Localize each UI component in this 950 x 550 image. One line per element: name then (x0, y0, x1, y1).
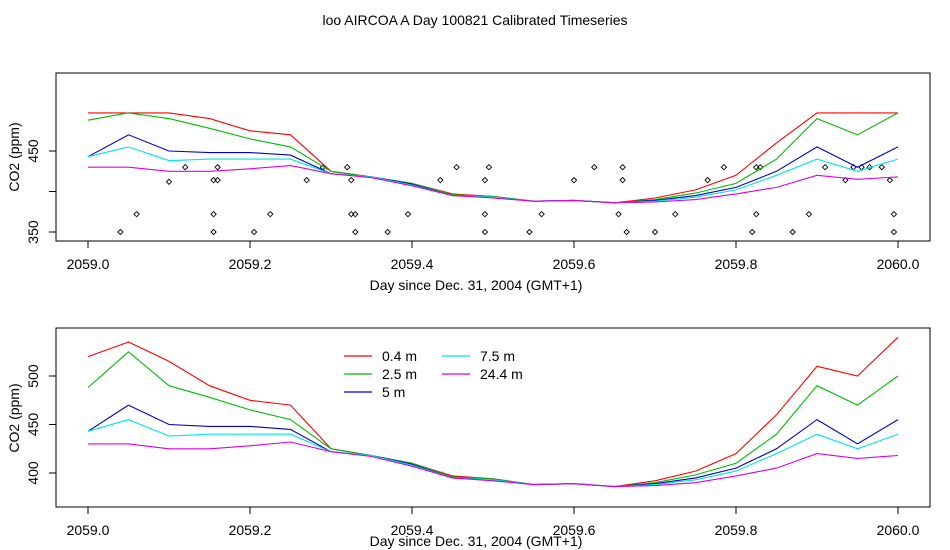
top-point-marker (453, 163, 460, 171)
top-point-marker (348, 176, 355, 184)
top-point-marker (303, 176, 310, 184)
bottom-x-tick-label: 2059.0 (67, 522, 110, 538)
top-x-axis-label: Day since Dec. 31, 2004 (GMT+1) (370, 277, 583, 293)
top-point-marker (352, 210, 359, 218)
top-point-marker (757, 163, 764, 171)
top-point-marker (352, 228, 359, 236)
bottom-series-line-7-5-m (87, 419, 899, 488)
top-y-tick-label: 450 (25, 139, 41, 163)
top-point-marker (404, 210, 412, 218)
legend-label: 2.5 m (382, 366, 417, 382)
top-point-marker (619, 176, 626, 184)
bottom-y-tick-label: 400 (25, 461, 41, 485)
top-series-line-0-4-m (88, 112, 898, 204)
top-point-marker (133, 210, 140, 218)
legend: 0.4 m 2.5 m 5 m 7.5 m 24.4 m (344, 348, 523, 400)
bottom-x-axis-label: Day since Dec. 31, 2004 (GMT+1) (370, 533, 583, 549)
top-point-marker (866, 163, 873, 171)
top-point-marker (651, 228, 659, 236)
top-point-marker (623, 228, 630, 236)
top-point-marker (789, 228, 796, 236)
top-point-marker (210, 228, 217, 236)
top-point-marker (805, 210, 813, 218)
bottom-plot-frame (55, 327, 931, 508)
top-point-marker (890, 228, 898, 236)
top-point-marker (748, 228, 756, 236)
top-point-marker (485, 163, 493, 171)
top-point-marker (842, 176, 849, 184)
top-series-line-5-m (87, 134, 899, 204)
top-plot-frame (55, 72, 931, 242)
bottom-y-tick-label: 500 (25, 364, 41, 388)
bottom-panel: 2059.0 2059.2 2059.4 2059.6 2059.8 2060.0 400 4… (6, 327, 931, 549)
top-point-marker (704, 176, 711, 184)
legend-label: 7.5 m (480, 348, 515, 364)
legend-label: 24.4 m (480, 366, 523, 382)
top-point-marker (890, 210, 898, 218)
top-point-marker (267, 210, 274, 218)
bottom-series-line-24-4-m (88, 441, 899, 488)
top-point-marker (214, 176, 221, 184)
top-point-marker (250, 228, 258, 236)
top-point-marker (384, 228, 391, 236)
top-point-marker (526, 228, 533, 236)
top-x-tick-label: 2059.0 (67, 256, 110, 272)
bottom-x-tick-label: 2059.4 (391, 522, 434, 538)
top-point-marker (615, 210, 622, 218)
top-point-marker (672, 210, 679, 218)
bottom-series-lines (87, 336, 899, 488)
top-point-marker (481, 210, 489, 218)
top-point-marker (181, 163, 189, 171)
top-x-tick-label: 2059.8 (715, 256, 758, 272)
top-series-line-7-5-m (87, 146, 899, 204)
top-point-marker (538, 210, 545, 218)
top-y-tick-label: 350 (25, 220, 41, 244)
top-point-marker (619, 163, 626, 171)
bottom-x-tick-label: 2059.6 (553, 522, 596, 538)
top-y-axis-label: CO2 (ppm) (6, 122, 22, 191)
bottom-x-tick-label: 2059.2 (229, 522, 272, 538)
bottom-series-line-2-5-m (87, 351, 899, 488)
top-point-marker (214, 163, 221, 171)
bottom-axis-ticks: 2059.0 2059.2 2059.4 2059.6 2059.8 2060.0 400 4… (25, 364, 920, 538)
top-point-marker (878, 163, 886, 171)
top-series-line-2-5-m (87, 112, 899, 204)
top-series-line-24-4-m (88, 165, 899, 204)
top-panel: 2059.0 2059.2 2059.4 2059.6 2059.8 2060.0 350 4… (6, 72, 931, 293)
top-point-marker (165, 178, 173, 186)
top-point-marker (753, 210, 760, 218)
top-point-marker (886, 176, 894, 184)
top-point-marker (591, 163, 598, 171)
top-point-marker (570, 176, 578, 184)
bottom-x-tick-label: 2060.0 (877, 522, 920, 538)
top-point-marker (117, 228, 124, 236)
top-point-markers (117, 163, 898, 236)
top-point-marker (720, 163, 728, 171)
top-point-marker (210, 210, 217, 218)
bottom-y-tick-label: 450 (25, 413, 41, 437)
top-x-tick-label: 2059.6 (553, 256, 596, 272)
top-point-marker (343, 163, 351, 171)
top-x-tick-label: 2059.2 (229, 256, 272, 272)
top-point-marker (821, 163, 829, 171)
bottom-series-line-5-m (87, 404, 899, 488)
top-point-marker (481, 228, 489, 236)
legend-label: 5 m (382, 384, 405, 400)
top-point-marker (481, 176, 489, 184)
bottom-y-axis-label: CO2 (ppm) (6, 383, 22, 452)
figure-title: loo AIRCOA A Day 100821 Calibrated Times… (322, 12, 627, 28)
bottom-x-tick-label: 2059.8 (715, 522, 758, 538)
legend-label: 0.4 m (382, 348, 417, 364)
top-axis-ticks: 2059.0 2059.2 2059.4 2059.6 2059.8 2060.0 350 4… (25, 139, 920, 272)
top-point-marker (437, 176, 444, 184)
top-x-tick-label: 2060.0 (877, 256, 920, 272)
top-x-tick-label: 2059.4 (391, 256, 434, 272)
